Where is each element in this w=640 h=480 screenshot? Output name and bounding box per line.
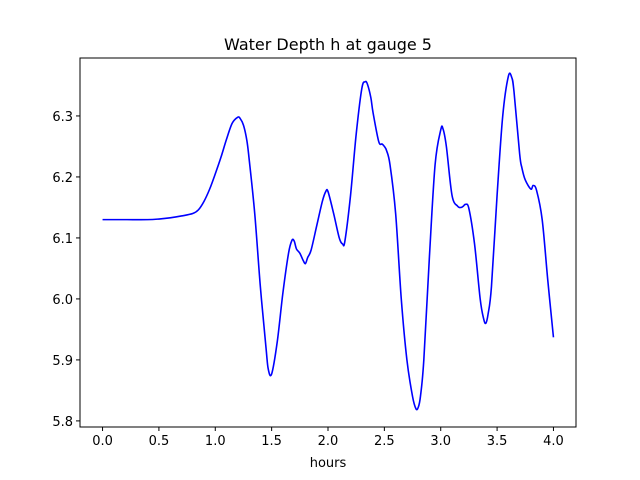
x-tick-label: 1.0 [205,434,226,449]
x-tick-label: 0.5 [149,434,170,449]
x-axis-label: hours [310,456,347,471]
y-tick-label: 6.1 [52,232,73,247]
y-axis: 5.8 5.9 6.0 6.1 6.2 6.3 [52,110,80,430]
x-tick-label: 3.5 [487,434,508,449]
series-line [102,72,555,411]
y-tick-label: 5.9 [52,354,73,369]
x-tick-label: 0.0 [92,434,113,449]
x-tick-label: 3.0 [430,434,451,449]
x-tick-label: 2.0 [318,434,339,449]
y-tick-label: 5.8 [52,415,73,430]
x-tick-label: 4.0 [543,434,564,449]
chart-title: Water Depth h at gauge 5 [224,35,432,54]
y-tick-label: 6.0 [52,293,73,308]
plot-area [102,72,555,411]
y-tick-label: 6.2 [52,171,73,186]
x-axis: 0.0 0.5 1.0 1.5 2.0 2.5 3.0 3.5 4.0 [92,427,564,449]
x-tick-label: 2.5 [374,434,395,449]
y-tick-label: 6.3 [52,110,73,125]
x-tick-label: 1.5 [261,434,282,449]
